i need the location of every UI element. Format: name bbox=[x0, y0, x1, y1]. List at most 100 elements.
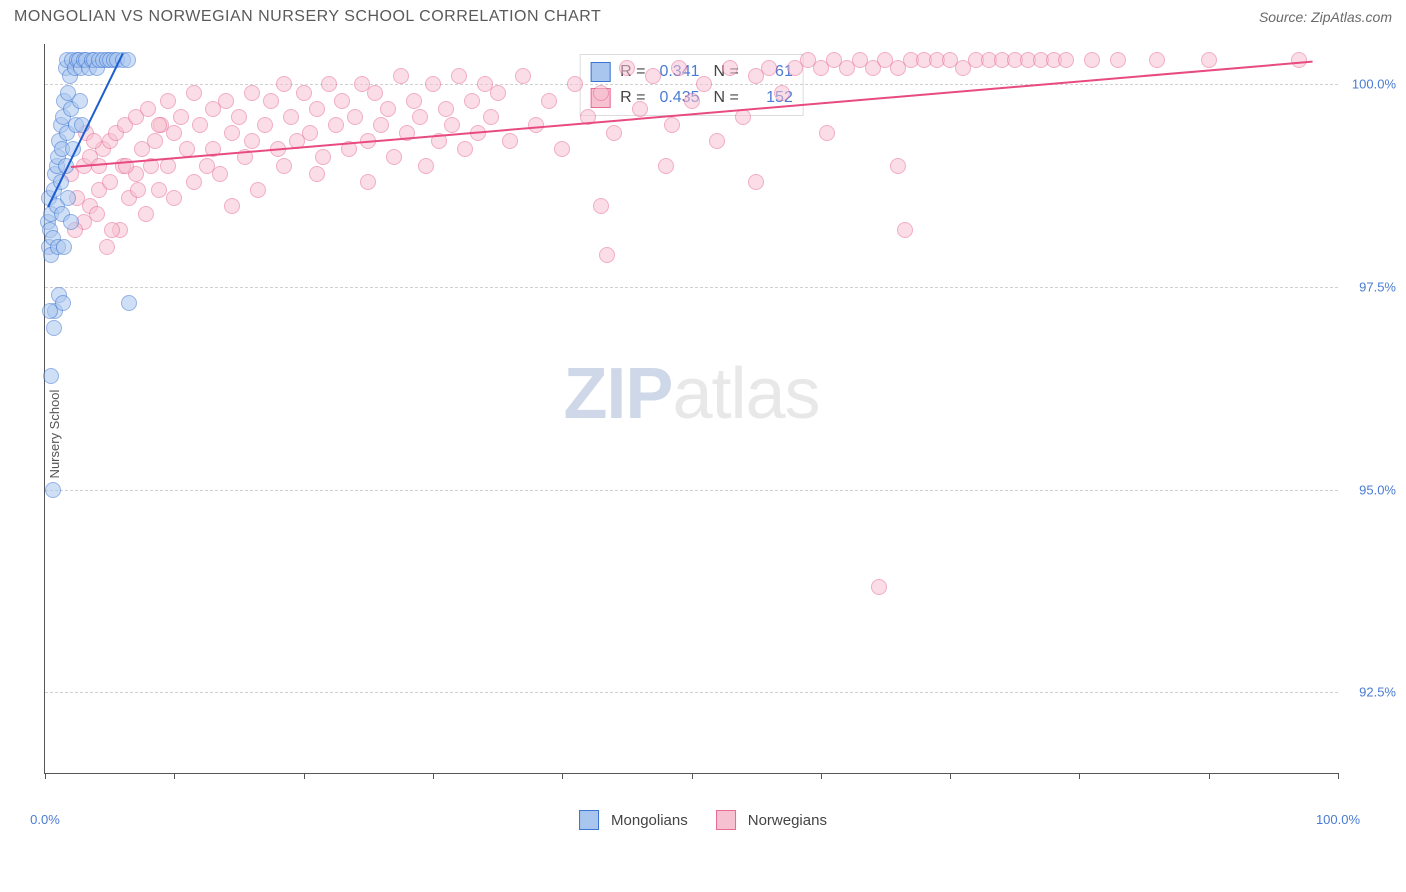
data-point bbox=[347, 109, 363, 125]
data-point bbox=[224, 198, 240, 214]
data-point bbox=[696, 76, 712, 92]
gridline bbox=[45, 287, 1338, 288]
data-point bbox=[104, 222, 120, 238]
gridline bbox=[45, 84, 1338, 85]
data-point bbox=[1110, 52, 1126, 68]
data-point bbox=[1149, 52, 1165, 68]
x-tick bbox=[45, 773, 46, 779]
x-tick-label: 0.0% bbox=[30, 812, 60, 827]
x-tick bbox=[1079, 773, 1080, 779]
data-point bbox=[871, 579, 887, 595]
y-tick-label: 92.5% bbox=[1344, 684, 1396, 699]
legend-label: Norwegians bbox=[748, 812, 827, 829]
legend-item: Mongolians bbox=[579, 810, 688, 830]
x-tick bbox=[304, 773, 305, 779]
data-point bbox=[761, 60, 777, 76]
data-point bbox=[619, 60, 635, 76]
data-point bbox=[490, 85, 506, 101]
data-point bbox=[89, 206, 105, 222]
data-point bbox=[451, 68, 467, 84]
data-point bbox=[86, 133, 102, 149]
x-tick bbox=[174, 773, 175, 779]
data-point bbox=[897, 222, 913, 238]
data-point bbox=[515, 68, 531, 84]
x-tick bbox=[692, 773, 693, 779]
x-tick-label: 100.0% bbox=[1316, 812, 1360, 827]
data-point bbox=[46, 320, 62, 336]
source-label: Source: ZipAtlas.com bbox=[1259, 9, 1392, 25]
data-point bbox=[244, 133, 260, 149]
y-tick-label: 97.5% bbox=[1344, 280, 1396, 295]
data-point bbox=[334, 93, 350, 109]
data-point bbox=[321, 76, 337, 92]
data-point bbox=[121, 295, 137, 311]
data-point bbox=[457, 141, 473, 157]
data-point bbox=[502, 133, 518, 149]
data-point bbox=[664, 117, 680, 133]
data-point bbox=[373, 117, 389, 133]
data-point bbox=[63, 214, 79, 230]
data-point bbox=[276, 76, 292, 92]
data-point bbox=[1058, 52, 1074, 68]
bottom-legend: Mongolians Norwegians bbox=[579, 810, 827, 830]
data-point bbox=[283, 109, 299, 125]
data-point bbox=[1291, 52, 1307, 68]
data-point bbox=[315, 149, 331, 165]
x-tick bbox=[562, 773, 563, 779]
chart-title: MONGOLIAN VS NORWEGIAN NURSERY SCHOOL CO… bbox=[14, 8, 601, 26]
data-point bbox=[173, 109, 189, 125]
data-point bbox=[567, 76, 583, 92]
x-tick bbox=[1338, 773, 1339, 779]
gridline bbox=[45, 692, 1338, 693]
legend-item: Norwegians bbox=[716, 810, 827, 830]
data-point bbox=[147, 133, 163, 149]
data-point bbox=[593, 198, 609, 214]
data-point bbox=[151, 182, 167, 198]
data-point bbox=[328, 117, 344, 133]
data-point bbox=[244, 85, 260, 101]
data-point bbox=[890, 158, 906, 174]
data-point bbox=[438, 101, 454, 117]
data-point bbox=[380, 101, 396, 117]
data-point bbox=[263, 93, 279, 109]
x-tick bbox=[821, 773, 822, 779]
data-point bbox=[102, 174, 118, 190]
data-point bbox=[632, 101, 648, 117]
data-point bbox=[130, 182, 146, 198]
data-point bbox=[360, 174, 376, 190]
data-point bbox=[709, 133, 725, 149]
data-point bbox=[151, 117, 167, 133]
data-point bbox=[276, 158, 292, 174]
data-point bbox=[138, 206, 154, 222]
data-point bbox=[257, 117, 273, 133]
data-point bbox=[218, 93, 234, 109]
n-label: N = bbox=[714, 85, 739, 111]
data-point bbox=[250, 182, 266, 198]
series-swatch-icon bbox=[716, 810, 736, 830]
data-point bbox=[186, 85, 202, 101]
data-point bbox=[819, 125, 835, 141]
x-tick bbox=[433, 773, 434, 779]
data-point bbox=[483, 109, 499, 125]
data-point bbox=[748, 174, 764, 190]
data-point bbox=[45, 482, 61, 498]
data-point bbox=[140, 101, 156, 117]
data-point bbox=[166, 190, 182, 206]
series-swatch-icon bbox=[579, 810, 599, 830]
data-point bbox=[60, 190, 76, 206]
data-point bbox=[186, 174, 202, 190]
data-point bbox=[593, 85, 609, 101]
series-swatch-icon bbox=[590, 62, 610, 82]
data-point bbox=[671, 60, 687, 76]
gridline bbox=[45, 490, 1338, 491]
plot-area: ZIPatlas R =0.341N =61R =0.435N =152 92.… bbox=[44, 44, 1338, 774]
watermark: ZIPatlas bbox=[563, 353, 819, 435]
data-point bbox=[425, 76, 441, 92]
data-point bbox=[224, 125, 240, 141]
y-tick-label: 95.0% bbox=[1344, 482, 1396, 497]
data-point bbox=[406, 93, 422, 109]
data-point bbox=[166, 125, 182, 141]
data-point bbox=[722, 60, 738, 76]
data-point bbox=[554, 141, 570, 157]
data-point bbox=[606, 125, 622, 141]
